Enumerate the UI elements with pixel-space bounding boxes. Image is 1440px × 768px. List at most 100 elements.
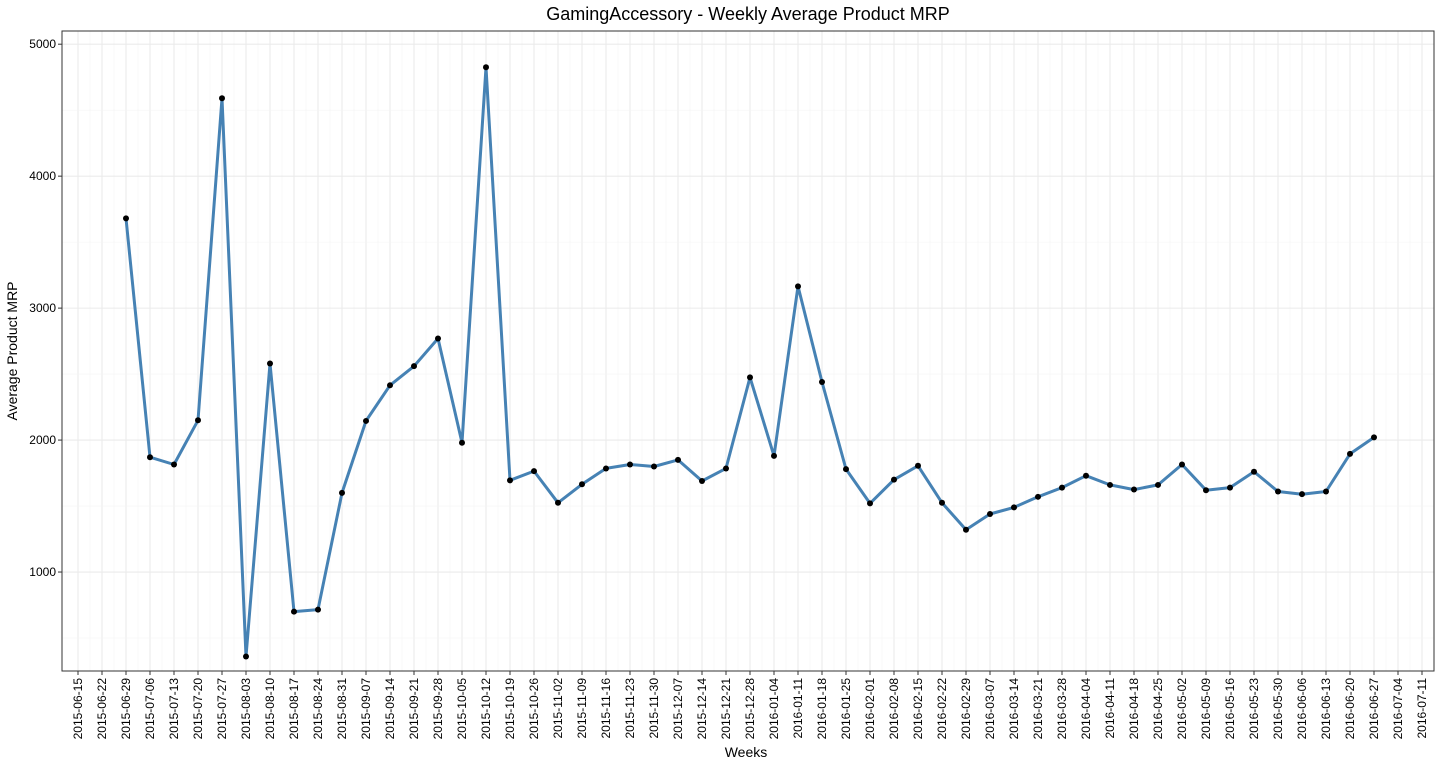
y-axis-title: Average Product MRP: [4, 281, 20, 420]
data-point: [1323, 488, 1329, 495]
x-tick-label: 2015-08-03: [239, 678, 253, 740]
y-tick-label: 3000: [29, 301, 56, 315]
data-point: [219, 95, 225, 102]
y-tick-label: 2000: [29, 433, 56, 447]
y-tick-label: 1000: [29, 565, 56, 579]
data-point: [507, 477, 513, 484]
data-point: [363, 417, 369, 424]
data-point: [795, 283, 801, 290]
x-tick-label: 2016-06-13: [1319, 678, 1333, 740]
x-tick-label: 2016-02-29: [959, 678, 973, 740]
data-point: [315, 606, 321, 613]
data-point: [195, 417, 201, 424]
data-point: [771, 452, 777, 459]
data-point: [387, 382, 393, 389]
data-point: [1203, 487, 1209, 494]
axis-layer: 1000 2000 3000 4000 5000 2015-06-15 2015-06-22…: [29, 37, 1429, 739]
data-point: [1179, 461, 1185, 468]
x-tick-label: 2016-05-09: [1199, 678, 1213, 740]
data-point: [867, 500, 873, 507]
x-tick-label: 2015-09-07: [359, 678, 373, 740]
x-tick-label: 2015-07-06: [143, 678, 157, 740]
x-tick-label: 2015-07-13: [167, 678, 181, 740]
x-tick-label: 2016-02-22: [935, 678, 949, 740]
x-tick-label: 2015-08-31: [335, 678, 349, 740]
x-tick-label: 2015-07-27: [215, 678, 229, 740]
data-point: [1131, 486, 1137, 493]
data-point: [627, 461, 633, 468]
data-point: [1347, 450, 1353, 457]
x-tick-label: 2016-01-18: [815, 678, 829, 740]
x-tick-label: 2016-05-02: [1175, 678, 1189, 740]
data-point: [555, 499, 561, 506]
chart-title: GamingAccessory - Weekly Average Product…: [546, 4, 950, 24]
x-tick-label: 2016-07-11: [1415, 678, 1429, 739]
data-point: [1371, 434, 1377, 441]
x-tick-label: 2015-11-16: [599, 678, 613, 739]
data-point: [603, 465, 609, 472]
x-tick-label: 2015-08-24: [311, 678, 325, 740]
x-tick-label: 2016-05-16: [1223, 678, 1237, 740]
data-point: [699, 477, 705, 484]
x-tick-label: 2015-10-05: [455, 678, 469, 740]
x-tick-label: 2016-02-01: [863, 678, 877, 740]
data-point: [1059, 484, 1065, 491]
data-point: [843, 466, 849, 473]
y-tick-label: 4000: [29, 169, 56, 183]
data-point: [915, 462, 921, 469]
data-point: [339, 489, 345, 496]
points-layer: [123, 64, 1377, 660]
data-point: [747, 374, 753, 381]
x-tick-label: 2016-03-21: [1031, 678, 1045, 740]
data-point: [291, 608, 297, 615]
x-tick-label: 2016-02-15: [911, 678, 925, 740]
data-point: [483, 64, 489, 71]
data-point: [891, 476, 897, 483]
x-tick-label: 2016-06-20: [1343, 678, 1357, 740]
x-tick-label: 2015-12-28: [743, 678, 757, 740]
x-tick-label: 2016-05-30: [1271, 678, 1285, 740]
x-tick-label: 2015-11-09: [575, 678, 589, 739]
data-point: [123, 215, 129, 222]
x-tick-label: 2016-01-11: [791, 678, 805, 739]
data-point: [1083, 472, 1089, 479]
x-tick-label: 2015-11-02: [551, 678, 565, 739]
x-tick-label: 2015-08-10: [263, 678, 277, 740]
x-tick-label: 2015-07-20: [191, 678, 205, 740]
x-tick-label: 2015-06-22: [95, 678, 109, 740]
x-tick-label: 2016-04-11: [1103, 678, 1117, 739]
data-point: [243, 653, 249, 660]
x-tick-label: 2015-12-14: [695, 678, 709, 740]
x-tick-label: 2015-10-26: [527, 678, 541, 740]
data-point: [651, 463, 657, 470]
data-point: [147, 454, 153, 461]
x-tick-label: 2015-11-30: [647, 678, 661, 739]
data-point: [1227, 484, 1233, 491]
x-tick-label: 2015-06-29: [119, 678, 133, 740]
x-tick-label: 2015-09-28: [431, 678, 445, 740]
data-point: [579, 481, 585, 488]
x-tick-label: 2015-08-17: [287, 678, 301, 740]
x-tick-label: 2016-06-06: [1295, 678, 1309, 740]
x-tick-label: 2016-03-07: [983, 678, 997, 740]
data-point: [1155, 481, 1161, 488]
data-point: [531, 468, 537, 475]
data-point: [723, 465, 729, 472]
x-tick-label: 2016-03-28: [1055, 678, 1069, 740]
data-point: [435, 335, 441, 342]
data-point: [1299, 491, 1305, 498]
x-axis-title: Weeks: [725, 744, 768, 760]
data-point: [1251, 468, 1257, 475]
x-tick-label: 2016-01-04: [767, 678, 781, 740]
data-point: [987, 510, 993, 517]
data-point: [411, 363, 417, 370]
x-tick-label: 2015-10-19: [503, 678, 517, 740]
x-tick-label: 2015-12-07: [671, 678, 685, 740]
x-tick-label: 2016-04-18: [1127, 678, 1141, 740]
x-tick-label: 2016-01-25: [839, 678, 853, 740]
grid-layer: [62, 31, 1434, 671]
x-tick-label: 2015-10-12: [479, 678, 493, 740]
y-tick-label: 5000: [29, 37, 56, 51]
x-tick-label: 2015-11-23: [623, 678, 637, 739]
